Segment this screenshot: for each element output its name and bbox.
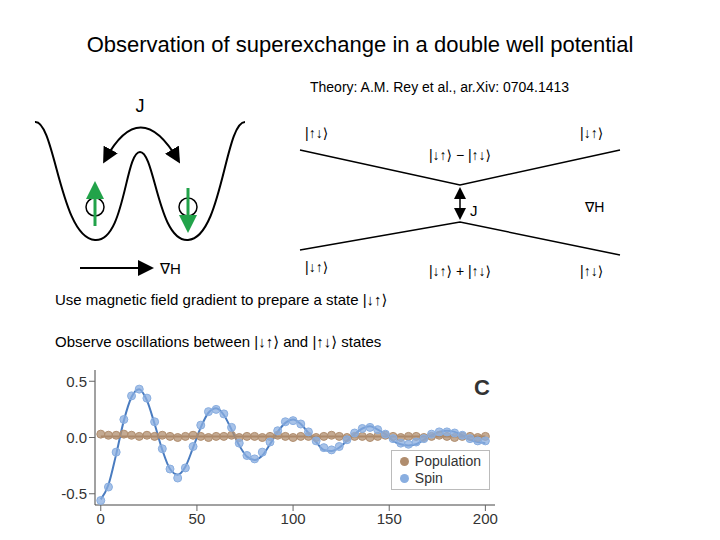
- svg-text:∇H: ∇H: [159, 260, 181, 277]
- svg-text:150: 150: [377, 510, 402, 527]
- svg-text:J: J: [136, 96, 145, 116]
- svg-text:-0.5: -0.5: [61, 485, 87, 502]
- svg-text:0.0: 0.0: [66, 429, 87, 446]
- svg-text:|↑↓⟩: |↑↓⟩: [305, 125, 328, 141]
- html-text:Population: Population: [414, 453, 481, 469]
- svg-text:|↓↑⟩: |↓↑⟩: [305, 259, 328, 275]
- svg-text:Use magnetic field gradient to: Use magnetic field gradient to prepare a…: [55, 291, 387, 308]
- html-text:C: C: [474, 375, 490, 400]
- svg-text:Theory: A.M. Rey et al., ar.Xi: Theory: A.M. Rey et al., ar.Xiv: 0704.14…: [310, 79, 569, 95]
- svg-text:Observe oscillations between |: Observe oscillations between |↓↑⟩ and |↑…: [55, 333, 381, 350]
- svg-text:100: 100: [281, 510, 306, 527]
- svg-text:∇H: ∇H: [584, 199, 604, 215]
- svg-text:|↓↑⟩ − |↑↓⟩: |↓↑⟩ − |↑↓⟩: [429, 147, 491, 163]
- svg-text:Observation of superexchange i: Observation of superexchange in a double…: [87, 32, 634, 57]
- svg-text:200: 200: [473, 510, 498, 527]
- html-text:Spin: Spin: [414, 470, 443, 486]
- svg-text:50: 50: [189, 510, 206, 527]
- svg-text:|↑↓⟩: |↑↓⟩: [580, 263, 603, 279]
- svg-text:0: 0: [97, 510, 105, 527]
- svg-text:|↓↑⟩ + |↑↓⟩: |↓↑⟩ + |↑↓⟩: [429, 263, 491, 279]
- svg-text:0.5: 0.5: [66, 373, 87, 390]
- svg-text:|↓↑⟩: |↓↑⟩: [580, 125, 603, 141]
- svg-text:J: J: [470, 202, 478, 219]
